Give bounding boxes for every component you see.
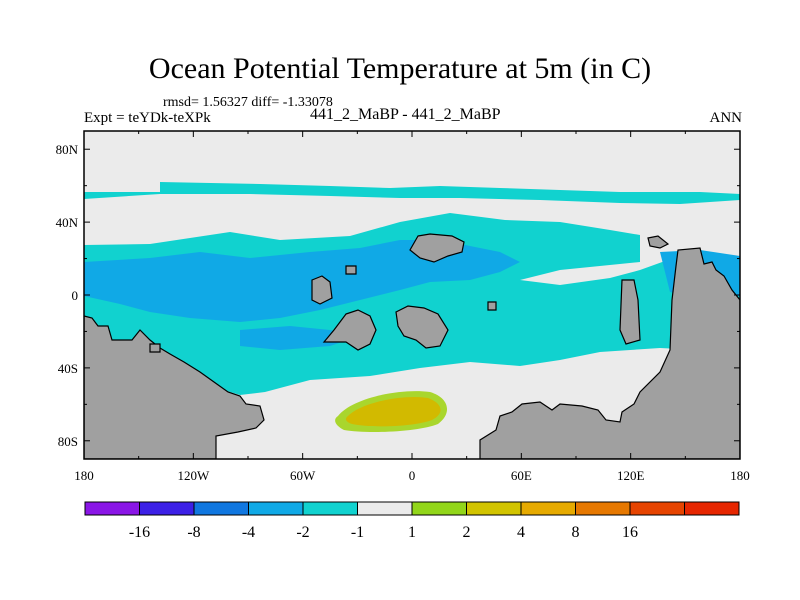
colorbar-box-1 [139, 501, 195, 516]
x-tick-label: 180 [74, 468, 94, 483]
colorbar-box-11 [684, 501, 740, 516]
land-south-america [84, 315, 265, 459]
y-tick-label: 80N [56, 142, 79, 157]
y-tick-label: 40S [58, 361, 78, 376]
southern-blue-patch [240, 326, 360, 350]
colorbar [84, 501, 740, 516]
colorbar-labels: -16 -8 -4 -2 -1 1 2 4 8 16 [129, 524, 638, 541]
colorbar-box-3 [248, 501, 304, 516]
x-tick-label: 60E [511, 468, 532, 483]
x-tick-label: 120W [177, 468, 210, 483]
map-field [84, 131, 740, 459]
colorbar-box-0 [84, 501, 140, 516]
colorbar-label: -1 [351, 524, 364, 541]
colorbar-box-6 [411, 501, 467, 516]
land-island-g [647, 235, 670, 249]
subtitle-label: 441_2_MaBP - 441_2_MaBP [310, 106, 501, 123]
colorbar-box-2 [193, 501, 249, 516]
axis-ticks [83, 131, 741, 459]
colorbar-label: 8 [572, 524, 580, 541]
colorbar-label: 2 [463, 524, 471, 541]
colorbar-label: -16 [129, 524, 150, 541]
land-island-d [395, 305, 449, 349]
southern-warm-inner [345, 396, 441, 427]
land-island-e [322, 309, 377, 351]
land-island-b [311, 275, 333, 305]
colorbar-label: 16 [622, 524, 638, 541]
colorbar-box-9 [575, 501, 631, 516]
colorbar-label: 4 [517, 524, 525, 541]
y-tick-label: 80S [58, 434, 78, 449]
y-tick-label: 0 [72, 288, 79, 303]
land-island-f [487, 301, 497, 311]
land-island-a [409, 233, 465, 263]
colorbar-label: -8 [187, 524, 200, 541]
colorbar-box-5 [357, 501, 413, 516]
stats-label: rmsd= 1.56327 diff= -1.33078 [163, 95, 333, 110]
colorbar-box-4 [302, 501, 358, 516]
tropical-anomaly-blue [84, 240, 520, 322]
land-island-h [149, 343, 161, 353]
north-atlantic-anomaly [84, 182, 740, 204]
x-tick-label: 120E [617, 468, 645, 483]
y-tick-label: 40N [56, 215, 79, 230]
colorbar-box-8 [520, 501, 576, 516]
colorbar-label: -2 [296, 524, 309, 541]
x-tick-label: 0 [409, 468, 416, 483]
land-island-c [345, 265, 357, 275]
land-pacific-island [619, 279, 641, 345]
experiment-label: Expt = teYDk-teXPk [84, 110, 211, 126]
x-tick-label: 60W [290, 468, 316, 483]
colorbar-label: 1 [408, 524, 416, 541]
x-tick-label: 180 [730, 468, 750, 483]
colorbar-box-7 [466, 501, 522, 516]
colorbar-box-10 [629, 501, 685, 516]
chart-title: Ocean Potential Temperature at 5m (in C) [148, 52, 652, 85]
land-antarctic-east [479, 247, 740, 459]
axis-labels: 180 120W 60W 0 60E 120E 180 80N 40N 0 40S 80S [56, 142, 750, 483]
colorbar-label: -4 [242, 524, 255, 541]
season-label: ANN [709, 110, 743, 126]
land-masses [84, 233, 740, 459]
